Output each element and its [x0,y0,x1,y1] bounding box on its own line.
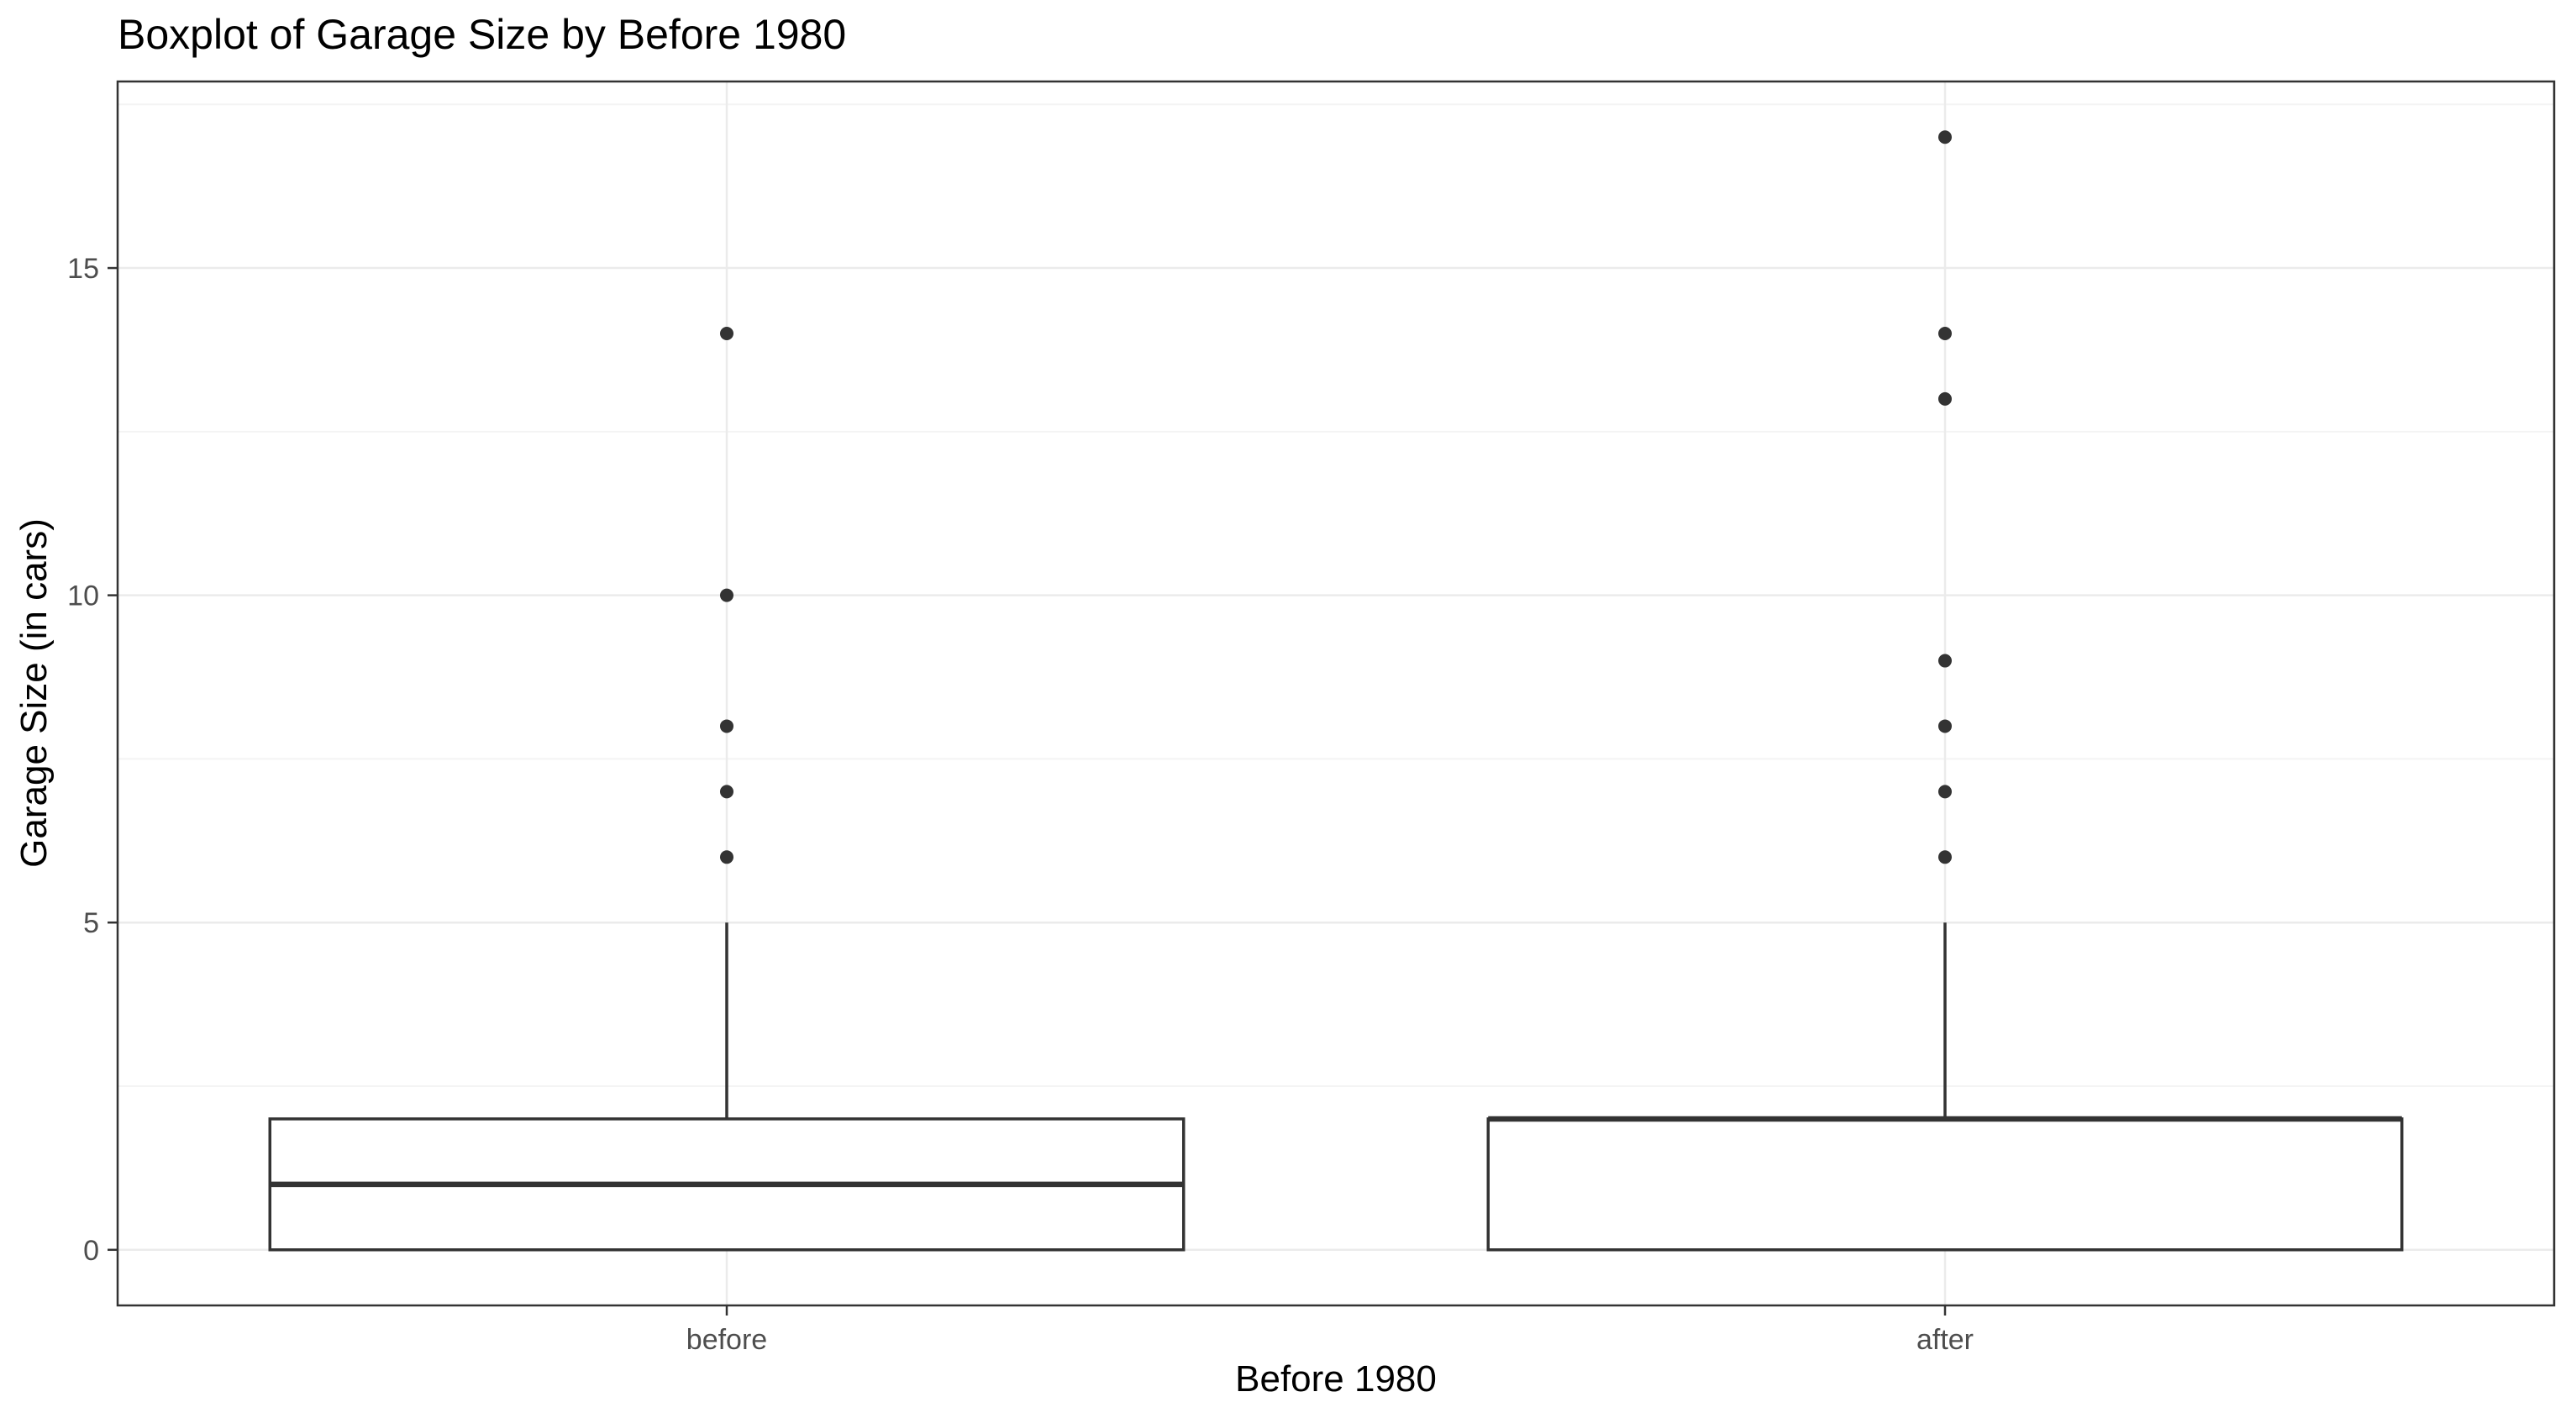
outlier-point [1938,130,1952,144]
box-layer [268,130,2404,1252]
chart-title: Boxplot of Garage Size by Before 1980 [118,11,846,58]
outlier-point [1938,326,1952,340]
y-tick-label: 0 [83,1235,99,1267]
outlier-point [720,588,733,602]
x-axis-title: Before 1980 [1235,1358,1437,1400]
outlier-point [720,850,733,864]
outlier-point [720,326,733,340]
outlier-point [1938,654,1952,668]
outlier-point [720,785,733,799]
x-tick-label: before [686,1324,767,1356]
outlier-point [1938,391,1952,406]
x-tick-label: after [1916,1324,1974,1356]
axis-layer: 0 5 10 15 before after [67,253,1974,1356]
panel-border [116,80,2556,1307]
outlier-point [720,719,733,733]
y-tick-label: 10 [67,580,99,612]
box-after [1486,1117,2404,1252]
outlier-point [1938,785,1952,799]
y-axis-title: Garage Size (in cars) [13,518,55,868]
y-tick-label: 15 [67,253,99,285]
y-tick-label: 5 [83,907,99,939]
outlier-point [1938,719,1952,733]
outlier-point [1938,850,1952,864]
